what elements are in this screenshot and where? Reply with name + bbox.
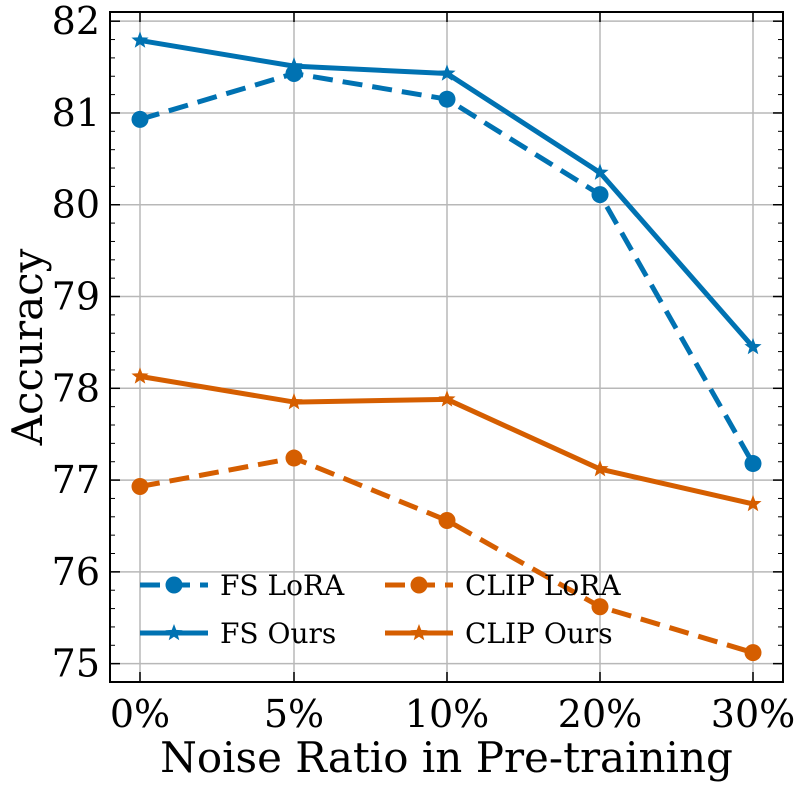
legend-label: CLIP Ours (465, 617, 613, 650)
data-point-clip-lora (438, 511, 456, 529)
legend-entry-fs-lora: FS LoRA (140, 569, 345, 602)
data-point-fs-ours (285, 57, 303, 74)
y-tick-label: 75 (52, 642, 100, 686)
legend-label: FS Ours (220, 617, 336, 650)
data-point-clip-ours (744, 494, 762, 512)
data-point-fs-lora (591, 186, 609, 204)
series-layer (131, 31, 762, 662)
y-axis-title: Accuracy (3, 248, 52, 446)
legend-marker (410, 624, 428, 641)
data-point-fs-ours (744, 338, 762, 355)
data-point-fs-lora (131, 110, 149, 128)
legend-entry-clip-lora: CLIP LoRA (385, 569, 621, 602)
legend-entry-fs-ours: FS Ours (140, 617, 336, 650)
grid-lines (110, 12, 783, 682)
x-axis-title: Noise Ratio in Pre-training (160, 733, 733, 782)
data-point-fs-lora (285, 64, 303, 82)
data-point-fs-lora (744, 455, 762, 473)
data-point-fs-lora (438, 90, 456, 108)
series-fs-ours (131, 31, 762, 355)
legend-label: FS LoRA (220, 569, 345, 602)
legend-marker (165, 624, 183, 641)
x-tick-labels: 0% 5% 10% 20% 30% (110, 692, 795, 736)
y-tick-label: 79 (52, 275, 100, 319)
axis-ticks (110, 12, 783, 682)
x-tick-label: 20% (558, 692, 642, 736)
x-tick-label: 30% (711, 692, 795, 736)
data-point-clip-ours (591, 460, 609, 477)
y-tick-label: 78 (52, 366, 100, 410)
data-point-clip-ours (131, 367, 149, 384)
legend-marker (410, 576, 428, 594)
data-point-clip-lora (285, 449, 303, 467)
y-tick-label: 81 (52, 91, 100, 135)
y-tick-label: 77 (52, 458, 100, 502)
x-tick-label: 5% (264, 692, 324, 736)
data-point-clip-lora (131, 478, 149, 496)
series-fs-lora (131, 64, 762, 473)
series-clip-ours (131, 367, 762, 512)
y-tick-label: 82 (52, 0, 100, 43)
y-tick-label: 76 (52, 550, 100, 594)
legend-label: CLIP LoRA (465, 569, 621, 602)
data-point-clip-lora (744, 644, 762, 662)
y-tick-label: 80 (52, 183, 100, 227)
y-tick-labels: 75 76 77 78 79 80 81 82 (52, 0, 100, 686)
data-point-clip-lora (591, 598, 609, 616)
data-point-fs-ours (438, 64, 456, 81)
legend: FS LoRA FS Ours CLIP LoRA CLIP Ours (140, 569, 621, 650)
data-point-fs-ours (591, 163, 609, 180)
data-point-clip-ours (438, 390, 456, 407)
legend-entry-clip-ours: CLIP Ours (385, 617, 613, 650)
x-tick-label: 10% (405, 692, 489, 736)
legend-marker (165, 576, 183, 594)
data-point-clip-ours (285, 393, 303, 410)
x-tick-label: 0% (110, 692, 170, 736)
series-line-clip-lora (139, 455, 754, 656)
series-clip-lora (131, 449, 762, 662)
data-point-fs-ours (131, 31, 149, 48)
